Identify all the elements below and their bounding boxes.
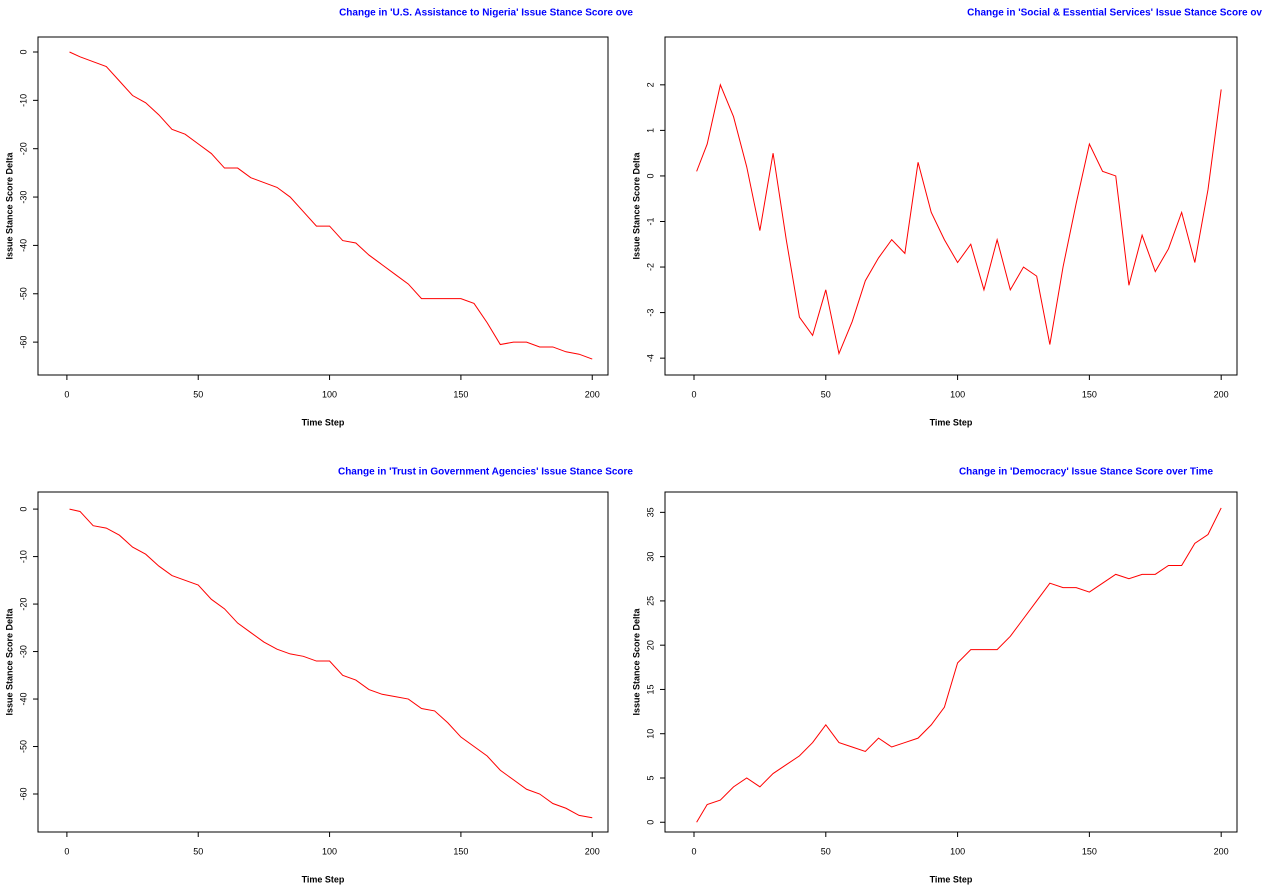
x-axis-label: Time Step [930,874,973,884]
data-line [696,83,1222,356]
y-tick-label: -2 [645,263,655,271]
data-line [69,51,593,360]
x-tick-label: 0 [64,389,69,399]
x-tick-label: 50 [193,389,203,399]
data-line [696,507,1222,823]
x-tick-label: 150 [1082,389,1097,399]
y-axis-label: Issue Stance Score Delta [631,151,641,259]
x-tick-label: 100 [322,389,337,399]
plot-box [37,491,609,833]
x-tick-label: 200 [1214,846,1229,856]
x-tick-label: 150 [453,389,468,399]
y-tick-label: -1 [645,217,655,225]
y-tick-label: 25 [645,596,655,606]
chart-title: Change in 'Social & Essential Services' … [967,8,1262,19]
x-tick-label: 200 [1214,389,1229,399]
x-tick-label: 50 [821,389,831,399]
y-tick-label: -10 [18,550,28,563]
x-tick-label: 150 [453,846,468,856]
x-tick-label: 50 [193,846,203,856]
y-tick-label: 20 [645,640,655,650]
y-tick-label: -40 [18,693,28,706]
y-tick-label: 0 [645,173,655,178]
x-tick-label: 100 [950,389,965,399]
x-axis-label: Time Step [302,874,345,884]
y-tick-label: 0 [18,49,28,54]
y-tick-label: -10 [18,94,28,107]
x-tick-label: 200 [585,389,600,399]
x-tick-label: 0 [691,389,696,399]
x-tick-label: 100 [322,846,337,856]
y-tick-label: -4 [645,354,655,362]
plot-box [37,36,609,376]
y-tick-label: -40 [18,239,28,252]
y-tick-label: -20 [18,142,28,155]
x-tick-label: 0 [64,846,69,856]
x-tick-label: 100 [950,846,965,856]
x-tick-label: 0 [691,846,696,856]
plot-box [664,36,1238,376]
x-tick-label: 200 [585,846,600,856]
y-tick-label: -60 [18,788,28,801]
y-tick-label: -50 [18,740,28,753]
x-axis-label: Time Step [302,417,345,427]
y-tick-label: -30 [18,191,28,204]
y-tick-label: 2 [645,82,655,87]
y-axis-label: Issue Stance Score Delta [4,151,14,259]
y-tick-label: -20 [18,598,28,611]
data-line [69,508,593,819]
y-axis-label: Issue Stance Score Delta [4,607,14,715]
y-tick-label: -60 [18,336,28,349]
y-tick-label: 0 [18,507,28,512]
y-tick-label: -50 [18,287,28,300]
y-tick-label: -3 [645,309,655,317]
y-axis-label: Issue Stance Score Delta [631,607,641,715]
plot-box [664,491,1238,833]
y-tick-label: -30 [18,645,28,658]
x-tick-label: 50 [821,846,831,856]
y-tick-label: 0 [645,820,655,825]
y-tick-label: 10 [645,729,655,739]
chart-title: Change in 'Democracy' Issue Stance Score… [959,467,1214,478]
x-tick-label: 150 [1082,846,1097,856]
chart-title: Change in 'Trust in Government Agencies'… [338,467,633,478]
y-tick-label: 15 [645,684,655,694]
y-tick-label: 1 [645,128,655,133]
x-axis-label: Time Step [930,417,973,427]
y-tick-label: 35 [645,507,655,517]
y-tick-label: 30 [645,552,655,562]
chart-title: Change in 'U.S. Assistance to Nigeria' I… [339,8,633,19]
y-tick-label: 5 [645,775,655,780]
